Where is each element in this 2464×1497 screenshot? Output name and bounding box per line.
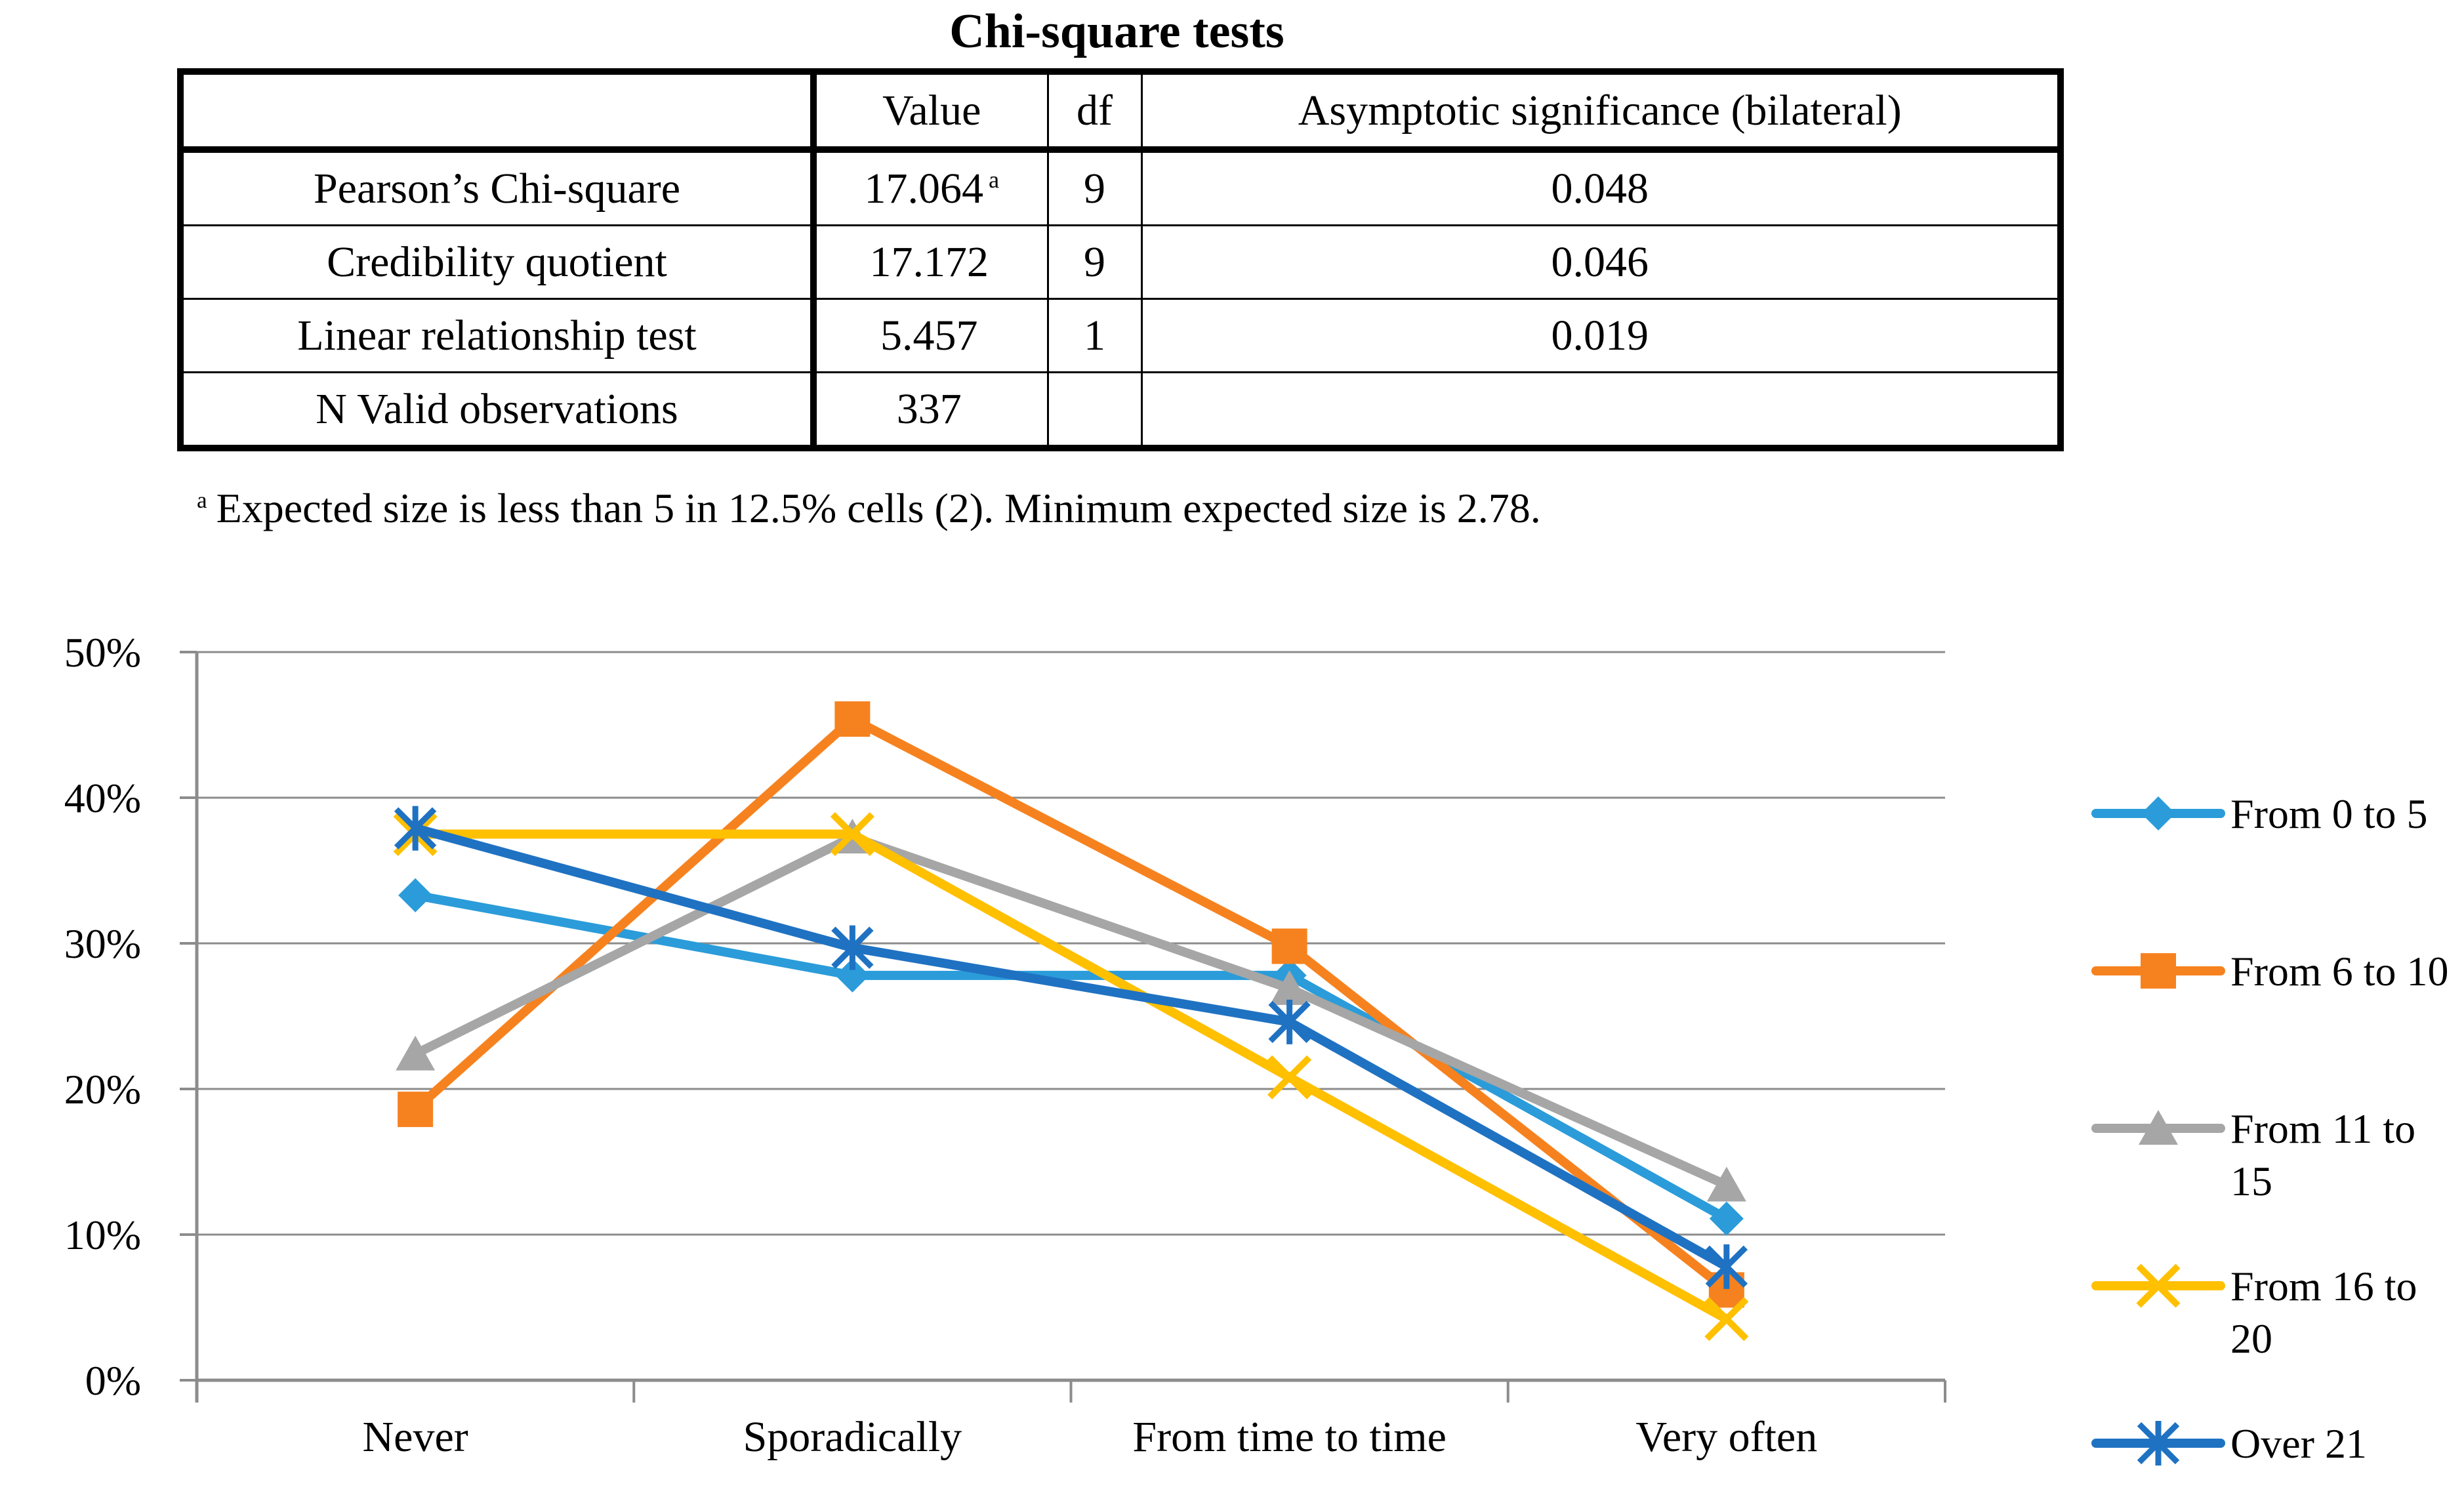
- series-line-from-0-to-5: [414, 890, 1729, 1223]
- series-marker-from-6-to-10: [398, 1092, 434, 1128]
- row-value: 337: [812, 371, 1049, 449]
- legend-marker-from-16-to-20: [2136, 1263, 2181, 1308]
- series-marker-from-0-to-5: [398, 878, 433, 913]
- row-value: 17.064 a: [812, 148, 1049, 226]
- series-line-over-21: [414, 823, 1729, 1271]
- row-sig: [1140, 371, 2062, 449]
- row-df: [1046, 371, 1143, 449]
- row-sig: 0.046: [1140, 224, 2062, 300]
- series-line-from-16-to-20: [415, 829, 1729, 1323]
- series-marker-over-21: [394, 806, 437, 851]
- series-marker-from-16-to-20: [1704, 1297, 1749, 1342]
- legend-marker-from-6-to-10: [2141, 953, 2176, 989]
- legend-marker-over-21: [2137, 1421, 2180, 1466]
- x-axis-label: Very often: [1636, 1413, 1818, 1461]
- series-marker-over-21: [831, 925, 874, 970]
- header-empty: [179, 70, 817, 153]
- series-marker-over-21: [1268, 999, 1311, 1044]
- table-row: Pearson’s Chi-square 17.064 a 9 0.048: [179, 148, 2062, 226]
- table-row: Linear relationship test 5.457 1 0.019: [179, 298, 2062, 373]
- legend-marker-from-0-to-5: [2141, 796, 2175, 831]
- header-value: Value: [812, 70, 1049, 153]
- x-axis-label: Never: [363, 1413, 468, 1461]
- y-axis-label: 20%: [64, 1066, 141, 1113]
- series-marker-from-11-to-15: [396, 1035, 436, 1071]
- legend-label-from-6-to-10: From 6 to 10: [2230, 948, 2448, 995]
- series-marker-from-0-to-5: [1709, 1201, 1744, 1236]
- y-axis-label: 30%: [64, 920, 141, 967]
- series-marker-from-16-to-20: [1267, 1055, 1312, 1099]
- y-axis-label: 10%: [64, 1212, 141, 1258]
- frequency-line-chart: 0% 10% 20% 30% 40% 50% Never Sporadically From t…: [64, 629, 2449, 1467]
- series-marker-over-21: [1705, 1244, 1748, 1289]
- series-marker-from-0-to-5: [835, 958, 870, 993]
- y-axis-label: 0%: [85, 1357, 141, 1404]
- series-marker-from-11-to-15: [1269, 970, 1309, 1005]
- series-marker-from-11-to-15: [1706, 1166, 1746, 1202]
- table-row: N Valid observations 337: [179, 371, 2062, 449]
- row-df: 9: [1046, 224, 1143, 300]
- header-df: df: [1046, 70, 1143, 153]
- series-marker-from-16-to-20: [830, 811, 874, 857]
- row-sig: 0.019: [1140, 298, 2062, 373]
- row-label: Credibility quotient: [179, 224, 817, 300]
- series-line-from-6-to-10: [412, 713, 1730, 1294]
- x-axis-label: Sporadically: [743, 1413, 962, 1461]
- x-axis-label: From time to time: [1132, 1413, 1446, 1461]
- row-sig: 0.048: [1140, 148, 2062, 226]
- table-title: Chi-square tests: [949, 5, 1284, 58]
- series-line-from-11-to-15: [413, 832, 1729, 1189]
- chi-square-table: Value df Asymptotic significance (bilate…: [177, 68, 2064, 451]
- row-value-text: 337: [896, 384, 962, 433]
- series-marker-from-6-to-10: [834, 701, 871, 737]
- footnote-text: Expected size is less than 5 in 12.5% ce…: [216, 485, 1541, 531]
- footnote-marker: a: [197, 487, 207, 513]
- legend-label-from-0-to-5: From 0 to 5: [2230, 790, 2427, 837]
- y-axis-label: 50%: [64, 629, 141, 676]
- header-sig: Asymptotic significance (bilateral): [1140, 70, 2062, 153]
- row-value-note: a: [988, 166, 1000, 193]
- table-row: Credibility quotient 17.172 9 0.046: [179, 224, 2062, 300]
- row-label: N Valid observations: [179, 371, 817, 449]
- legend-label-over-21: Over 21: [2230, 1420, 2367, 1467]
- row-df: 9: [1046, 148, 1143, 226]
- row-value-text: 17.172: [869, 237, 989, 286]
- y-axis-label: 40%: [64, 775, 141, 821]
- series-marker-from-6-to-10: [1271, 928, 1307, 964]
- table-footnote: a Expected size is less than 5 in 12.5% c…: [197, 484, 1541, 533]
- row-label: Pearson’s Chi-square: [179, 148, 817, 226]
- legend-label-from-16-to-20: From 16 to 20: [2230, 1263, 2417, 1362]
- legend-marker-from-11-to-15: [2139, 1110, 2178, 1145]
- row-df: 1: [1046, 298, 1143, 373]
- row-value-text: 5.457: [880, 311, 978, 359]
- row-value: 5.457: [812, 298, 1049, 373]
- row-value-text: 17.064: [864, 164, 983, 213]
- row-label: Linear relationship test: [179, 298, 817, 373]
- row-value: 17.172: [812, 224, 1049, 300]
- legend-label-from-11-to-15: From 11 to 15: [2230, 1105, 2415, 1204]
- table-header-row: Value df Asymptotic significance (bilate…: [179, 70, 2062, 153]
